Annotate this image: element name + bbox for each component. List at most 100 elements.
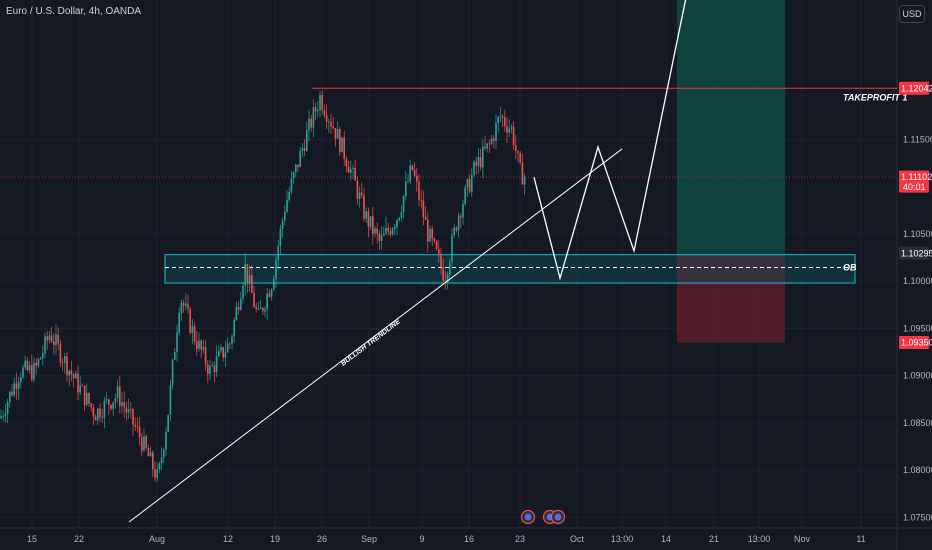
- candle-body: [200, 340, 202, 350]
- candle-body: [167, 414, 169, 432]
- candle-body: [501, 116, 504, 118]
- candle-body: [149, 452, 152, 457]
- candle-body: [209, 365, 211, 374]
- candle-body: [361, 192, 363, 196]
- candle-body: [64, 356, 66, 363]
- candle-body: [94, 416, 97, 421]
- candle-body: [512, 126, 515, 146]
- candle-body: [50, 335, 53, 342]
- candle-body: [77, 373, 79, 393]
- candle-body: [160, 457, 163, 464]
- candle-body: [321, 95, 323, 111]
- candle-body: [312, 107, 315, 128]
- currency-button[interactable]: USD: [899, 5, 925, 23]
- candle-body: [233, 319, 235, 337]
- candle-body: [31, 365, 33, 380]
- candle-body: [457, 215, 460, 231]
- y-tick-label: 1.08500: [903, 418, 932, 428]
- x-tick-label: 12: [223, 534, 233, 544]
- candle-body: [477, 157, 480, 166]
- candle-body: [347, 166, 350, 173]
- candle-body: [455, 227, 458, 231]
- candle-body: [53, 341, 55, 346]
- x-tick-label: 15: [27, 534, 37, 544]
- x-tick-label: 16: [464, 534, 474, 544]
- candle-body: [79, 385, 81, 393]
- candle-body: [418, 181, 420, 200]
- candles: [0, 90, 526, 483]
- candle-body: [286, 199, 288, 212]
- candle-body: [394, 227, 396, 229]
- candle-body: [165, 431, 167, 450]
- candle-body: [354, 167, 356, 181]
- candle-body: [521, 162, 524, 185]
- bullish-trendline: [128, 148, 623, 523]
- candle-body: [420, 199, 422, 201]
- candle-body: [314, 107, 317, 112]
- candle-body: [198, 340, 200, 349]
- x-tick-label: 21: [709, 534, 719, 544]
- candle-body: [510, 126, 513, 129]
- candle-body: [339, 128, 341, 153]
- candle-body: [517, 150, 519, 153]
- candle-body: [86, 392, 88, 405]
- candle-body: [105, 399, 108, 401]
- candle-body: [378, 233, 381, 241]
- candle-body: [207, 364, 209, 374]
- y-tick-label: 1.09000: [903, 371, 932, 381]
- candle-body: [244, 264, 246, 286]
- candle-body: [218, 350, 220, 357]
- candle-body: [26, 360, 29, 370]
- candle-body: [438, 249, 440, 254]
- candle-body: [270, 289, 273, 297]
- candle-body: [264, 309, 266, 312]
- candle-body: [440, 253, 442, 268]
- candle-body: [288, 191, 290, 200]
- candle-body: [262, 308, 264, 312]
- candle-body: [28, 365, 31, 370]
- candle-body: [295, 164, 297, 173]
- candle-body: [196, 341, 198, 349]
- x-tick-label: 19: [270, 534, 280, 544]
- candle-body: [319, 95, 321, 111]
- candle-body: [17, 382, 20, 389]
- candle-body: [490, 138, 493, 144]
- candle-body: [193, 325, 196, 342]
- candle-body: [55, 334, 57, 346]
- candle-body: [484, 146, 486, 149]
- candle-body: [350, 169, 352, 173]
- x-tick-label: 9: [419, 534, 424, 544]
- candle-body: [407, 181, 409, 183]
- candle-body: [83, 385, 86, 405]
- takeprofit-label: TAKEPROFIT 1: [843, 92, 907, 102]
- candle-body: [163, 449, 165, 458]
- trendline-label: BULLISH TRENDLINE: [340, 318, 402, 367]
- candle-body: [281, 220, 284, 229]
- candle-body: [376, 228, 378, 234]
- candle-body: [182, 302, 185, 306]
- candle-body: [416, 175, 418, 182]
- candle-body: [301, 148, 304, 151]
- order-block-zone: [164, 254, 856, 284]
- candle-body: [466, 179, 469, 188]
- candle-body: [266, 293, 268, 310]
- candle-body: [231, 336, 233, 344]
- candle-body: [134, 424, 136, 427]
- candle-body: [2, 415, 4, 417]
- candle-body: [213, 365, 216, 373]
- candle-body: [11, 391, 13, 396]
- candle-body: [413, 169, 416, 176]
- economic-event-icon: [550, 509, 566, 525]
- candle-body: [427, 219, 429, 242]
- candle-body: [114, 397, 117, 403]
- candle-body: [246, 264, 249, 284]
- x-tick-label: 14: [661, 534, 671, 544]
- y-tick-label: 1.11500: [903, 135, 932, 145]
- candle-body: [61, 362, 64, 364]
- candle-body: [189, 308, 191, 333]
- candle-body: [389, 231, 392, 235]
- candle-body: [402, 195, 405, 213]
- candle-body: [251, 275, 253, 293]
